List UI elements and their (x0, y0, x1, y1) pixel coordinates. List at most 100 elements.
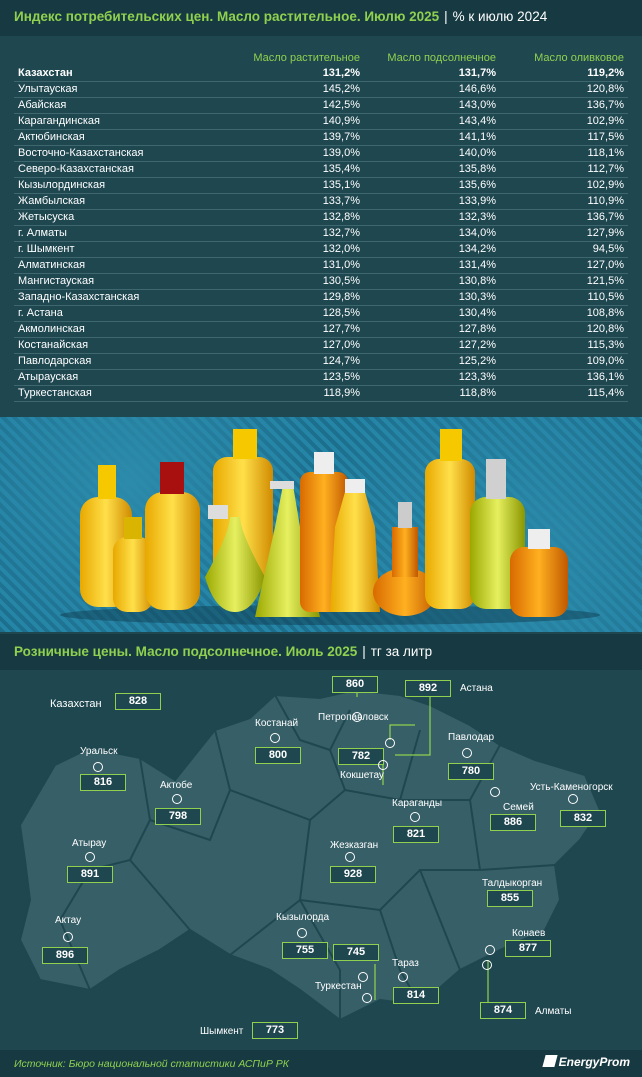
vegetable-oil-cell: 135,4% (236, 161, 364, 178)
table-row: Костанайская 127,0% 127,2% 115,3% (14, 337, 628, 354)
price-value-box: 896 (42, 947, 88, 964)
olive-oil-cell: 136,7% (500, 97, 628, 114)
city-label: Атырау (72, 838, 107, 849)
region-cell: Костанайская (14, 337, 236, 354)
table-row: Атырауская 123,5% 123,3% 136,1% (14, 369, 628, 386)
sunflower-oil-cell: 134,0% (364, 225, 500, 242)
olive-oil-cell: 119,2% (500, 65, 628, 82)
city-marker-icon (462, 748, 472, 758)
table-row: Туркестанская 118,9% 118,8% 115,4% (14, 385, 628, 402)
sunflower-oil-cell: 146,6% (364, 81, 500, 98)
vegetable-oil-cell: 127,0% (236, 337, 364, 354)
chart-title: Индекс потребительских цен. Масло растит… (14, 9, 547, 24)
price-value-box: 855 (487, 890, 533, 907)
map-title-unit: тг за литр (370, 644, 433, 659)
price-value-box: 832 (560, 810, 606, 827)
sunflower-oil-cell: 130,3% (364, 289, 500, 306)
vegetable-oil-cell: 142,5% (236, 97, 364, 114)
sunflower-oil-cell: 123,3% (364, 369, 500, 386)
sunflower-oil-cell: 134,2% (364, 241, 500, 258)
city-marker-icon (490, 787, 500, 797)
table-row: Казахстан 131,2% 131,7% 119,2% (14, 65, 628, 82)
region-cell: Павлодарская (14, 353, 236, 370)
price-value-box: 886 (490, 814, 536, 831)
city-label: Костанай (255, 718, 299, 729)
vegetable-oil-cell: 133,7% (236, 193, 364, 210)
olive-oil-cell: 117,5% (500, 129, 628, 146)
vegetable-oil-cell: 130,5% (236, 273, 364, 290)
olive-oil-cell: 136,1% (500, 369, 628, 386)
city-label: Павлодар (448, 732, 495, 743)
city-label: Усть-Каменогорск (530, 782, 613, 793)
region-cell: Жетысуска (14, 209, 236, 226)
olive-oil-cell: 127,9% (500, 225, 628, 242)
city-label: Актау (55, 915, 82, 926)
city-marker-icon (482, 960, 492, 970)
header-bar: Индекс потребительских цен. Масло растит… (0, 0, 642, 36)
olive-oil-cell: 110,9% (500, 193, 628, 210)
region-cell: Актюбинская (14, 129, 236, 146)
vegetable-oil-cell: 145,2% (236, 81, 364, 98)
vegetable-oil-cell: 127,7% (236, 321, 364, 338)
sunflower-oil-cell: 141,1% (364, 129, 500, 146)
city-label: Кокшетау (340, 770, 384, 781)
city-label: Туркестан (315, 981, 362, 992)
column-header-sunflower-oil: Масло подсолнечное (387, 51, 496, 64)
region-cell: Абайская (14, 97, 236, 114)
olive-oil-cell: 109,0% (500, 353, 628, 370)
sunflower-oil-cell: 133,9% (364, 193, 500, 210)
oil-bottles-illustration (60, 429, 600, 625)
table-row: Жамбылская 133,7% 133,9% 110,9% (14, 193, 628, 210)
city-marker-icon (358, 972, 368, 982)
region-cell: Кызылординская (14, 177, 236, 194)
city-marker-icon (345, 852, 355, 862)
vegetable-oil-cell: 132,0% (236, 241, 364, 258)
sunflower-oil-cell: 118,8% (364, 385, 500, 402)
city-label: Алматы (535, 1006, 572, 1017)
olive-oil-cell: 115,4% (500, 385, 628, 402)
city-label: Караганды (392, 798, 443, 809)
city-marker-icon (410, 812, 420, 822)
olive-oil-cell: 115,3% (500, 337, 628, 354)
city-label: Астана (460, 683, 493, 694)
map-title: Розничные цены. Масло подсолнечное. Июль… (14, 644, 432, 659)
price-value-box: 755 (282, 942, 328, 959)
cpi-table-container: Масло растительное Масло подсолнечное Ма… (14, 50, 628, 402)
vegetable-oil-cell: 139,0% (236, 145, 364, 162)
city-marker-icon (172, 794, 182, 804)
map-title-text: Розничные цены. Масло подсолнечное. Июль… (14, 644, 358, 659)
price-value-box: 773 (252, 1022, 298, 1039)
sunflower-oil-cell: 131,4% (364, 257, 500, 274)
table-row: Павлодарская 124,7% 125,2% 109,0% (14, 353, 628, 370)
region-cell: г. Шымкент (14, 241, 236, 258)
map-title-separator: | (362, 644, 366, 659)
sunflower-oil-cell: 125,2% (364, 353, 500, 370)
table-row: г. Астана 128,5% 130,4% 108,8% (14, 305, 628, 322)
vegetable-oil-cell: 135,1% (236, 177, 364, 194)
region-cell: Акмолинская (14, 321, 236, 338)
title-text: Индекс потребительских цен. Масло растит… (14, 9, 440, 24)
price-value-box: 860 (332, 676, 378, 693)
vegetable-oil-cell: 123,5% (236, 369, 364, 386)
price-value-box: 782 (338, 748, 384, 765)
vegetable-oil-cell: 131,0% (236, 257, 364, 274)
region-cell: Туркестанская (14, 385, 236, 402)
table-body: Казахстан 131,2% 131,7% 119,2% Улытауская 145… (14, 65, 628, 402)
column-header-olive-oil: Масло оливковое (534, 51, 624, 64)
city-label: Талдыкорган (482, 878, 543, 889)
price-value-box: 891 (67, 866, 113, 883)
sunflower-oil-cell: 135,8% (364, 161, 500, 178)
olive-oil-cell: 112,7% (500, 161, 628, 178)
region-cell: г. Алматы (14, 225, 236, 242)
price-value-box: 816 (80, 774, 126, 791)
oil-bottles-image (0, 417, 642, 632)
olive-oil-cell: 102,9% (500, 113, 628, 130)
vegetable-oil-cell: 139,7% (236, 129, 364, 146)
table-row: Кызылординская 135,1% 135,6% 102,9% (14, 177, 628, 194)
price-value-box: 798 (155, 808, 201, 825)
olive-oil-cell: 121,5% (500, 273, 628, 290)
city-label: Казахстан (50, 698, 102, 710)
region-cell: Казахстан (14, 65, 236, 82)
city-label: Актобе (160, 780, 193, 791)
olive-oil-cell: 136,7% (500, 209, 628, 226)
